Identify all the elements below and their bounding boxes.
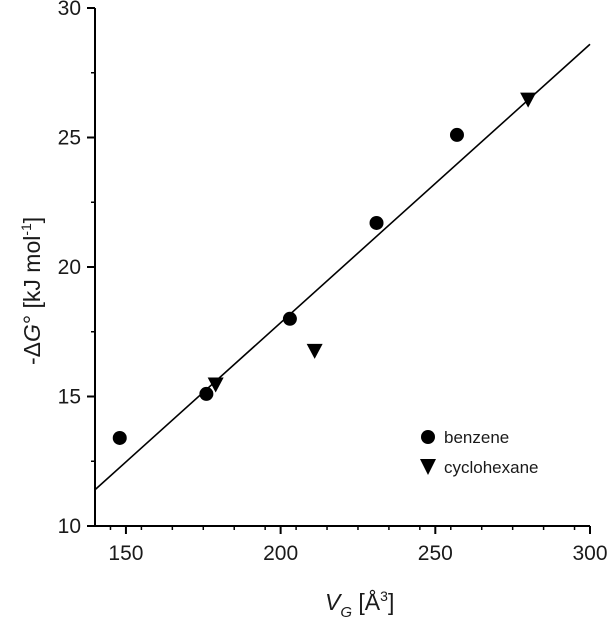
y-axis-unit-superscript: -1	[18, 223, 34, 236]
legend-marker-benzene	[421, 430, 435, 444]
legend-label-benzene: benzene	[444, 428, 509, 447]
data-point-benzene	[369, 215, 384, 230]
x-tick-label: 200	[263, 542, 298, 565]
y-tick-label: 20	[58, 256, 81, 279]
x-tick-label: 150	[108, 542, 143, 565]
data-points	[112, 92, 537, 445]
plot-area: 150 200 250 300 10 15 20 25 30	[58, 0, 607, 565]
y-tick-label: 10	[58, 515, 81, 538]
data-point-cyclohexane	[306, 343, 323, 359]
y-axis-prefix: -Δ	[19, 342, 45, 365]
y-tick-label: 15	[58, 386, 81, 409]
legend: benzene cyclohexane	[420, 428, 539, 477]
fit-line	[94, 43, 591, 491]
x-axis-subscript: G	[340, 604, 352, 621]
y-axis-title: -ΔG° [kJ mol-1]	[18, 217, 45, 365]
y-axis-unit: ° [kJ mol	[19, 236, 45, 324]
data-point-benzene	[449, 127, 464, 142]
legend-label-cyclohexane: cyclohexane	[444, 458, 539, 477]
x-axis-unit: [Å	[352, 588, 381, 615]
data-point-cyclohexane	[207, 377, 224, 393]
y-axis-var: G	[19, 324, 45, 342]
x-axis-title: VG [Å3]	[325, 588, 394, 621]
data-point-cyclohexane	[520, 92, 537, 108]
x-tick-label: 250	[418, 542, 453, 565]
y-axis-unit-close: ]	[19, 217, 45, 223]
y-tick-label: 30	[58, 0, 81, 20]
x-axis-unit-superscript: 3	[380, 588, 388, 604]
x-tick-label: 300	[572, 542, 607, 565]
x-axis-var: V	[325, 589, 343, 615]
data-point-benzene	[199, 386, 214, 401]
axis-tick-labels: 150 200 250 300 10 15 20 25 30	[58, 0, 607, 565]
data-point-benzene	[112, 430, 127, 445]
x-axis-unit-close: ]	[388, 589, 394, 615]
y-tick-label: 25	[58, 127, 81, 150]
legend-marker-cyclohexane	[420, 459, 436, 475]
data-point-benzene	[282, 311, 297, 326]
axis-ticks	[87, 7, 591, 534]
